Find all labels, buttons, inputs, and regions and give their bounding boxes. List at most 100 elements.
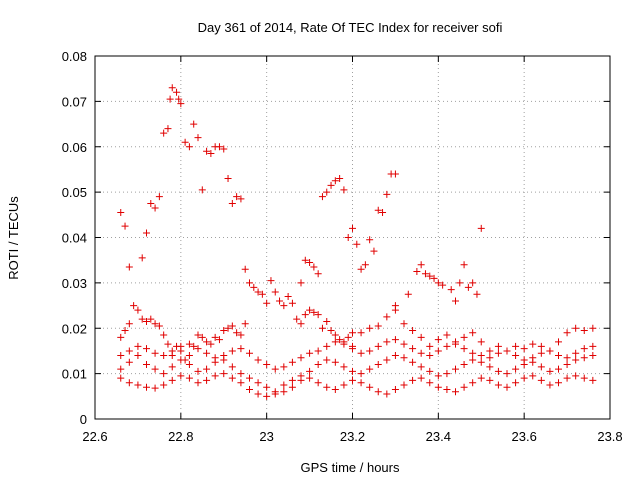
data-point (357, 329, 365, 337)
data-point (426, 272, 434, 280)
data-point (374, 388, 382, 396)
data-point (344, 234, 352, 241)
data-point (589, 376, 597, 384)
data-point (580, 374, 588, 382)
data-point (563, 354, 571, 362)
data-point (383, 313, 391, 321)
data-point (434, 279, 442, 287)
data-point (331, 386, 339, 394)
data-point (297, 354, 305, 362)
data-point (306, 367, 314, 375)
data-point (185, 361, 193, 369)
data-point (271, 365, 279, 373)
data-point (160, 129, 168, 137)
data-point (546, 381, 554, 389)
data-point (155, 193, 163, 201)
data-point (409, 327, 417, 335)
data-point (254, 356, 262, 364)
data-point (580, 345, 588, 353)
data-point (486, 354, 494, 362)
data-point (340, 186, 348, 194)
data-point (323, 342, 331, 350)
data-point (306, 374, 314, 382)
y-tick-label: 0.05 (62, 185, 87, 200)
data-point (143, 383, 150, 391)
data-point (194, 367, 202, 375)
data-point (555, 338, 562, 346)
data-point (185, 351, 193, 359)
data-point (589, 324, 597, 332)
data-point (151, 204, 159, 212)
data-point (160, 351, 168, 359)
data-point (215, 143, 223, 151)
data-point (580, 327, 588, 335)
data-point (340, 340, 348, 348)
data-point (512, 351, 520, 359)
data-point (185, 374, 193, 382)
data-point (198, 186, 206, 194)
data-point (211, 372, 219, 380)
data-point (340, 381, 348, 389)
data-point (246, 386, 253, 394)
data-point (254, 379, 262, 387)
data-point (361, 261, 369, 269)
data-point (241, 320, 249, 328)
data-point (477, 224, 485, 232)
data-point (512, 342, 520, 350)
data-point (383, 190, 391, 198)
data-point (297, 279, 305, 287)
data-point (138, 315, 146, 323)
data-point (563, 361, 571, 369)
data-point (228, 363, 236, 371)
data-point (164, 125, 172, 133)
data-point (349, 224, 356, 232)
data-point (409, 358, 417, 366)
data-point (190, 342, 198, 350)
data-point (572, 372, 580, 380)
data-point (421, 270, 429, 278)
data-point (460, 333, 468, 341)
x-tick-label: 23.8 (597, 429, 622, 444)
data-point (452, 388, 459, 396)
data-point (143, 361, 150, 369)
data-point (280, 302, 288, 310)
data-point (271, 288, 279, 296)
data-point (306, 349, 314, 357)
data-point (400, 340, 408, 348)
data-point (288, 383, 296, 391)
data-point (383, 390, 391, 398)
x-tick-label: 23.4 (426, 429, 451, 444)
data-point (177, 100, 185, 108)
data-point (426, 351, 434, 359)
data-point (185, 340, 193, 348)
data-point (331, 177, 339, 185)
data-point (147, 315, 155, 323)
data-point (203, 376, 211, 384)
data-point (546, 347, 554, 355)
data-point (241, 265, 249, 273)
data-point (452, 340, 459, 348)
data-point (220, 145, 228, 153)
data-point (503, 347, 511, 355)
data-point (207, 340, 215, 348)
x-tick-label: 23.2 (340, 429, 365, 444)
data-point (413, 268, 421, 276)
y-tick-label: 0.02 (62, 321, 87, 336)
data-point (151, 365, 159, 373)
data-point (529, 354, 537, 362)
data-point (207, 150, 215, 158)
data-point (447, 286, 455, 294)
data-point (494, 342, 502, 350)
data-point (555, 365, 562, 373)
data-point (151, 320, 159, 328)
data-point (494, 381, 502, 389)
data-point (211, 354, 219, 362)
data-point (121, 327, 129, 335)
data-point (426, 342, 434, 350)
data-point (520, 345, 528, 353)
x-tick-label: 23.6 (512, 429, 537, 444)
data-point (310, 308, 318, 316)
data-point (314, 347, 322, 355)
data-point (284, 292, 292, 300)
